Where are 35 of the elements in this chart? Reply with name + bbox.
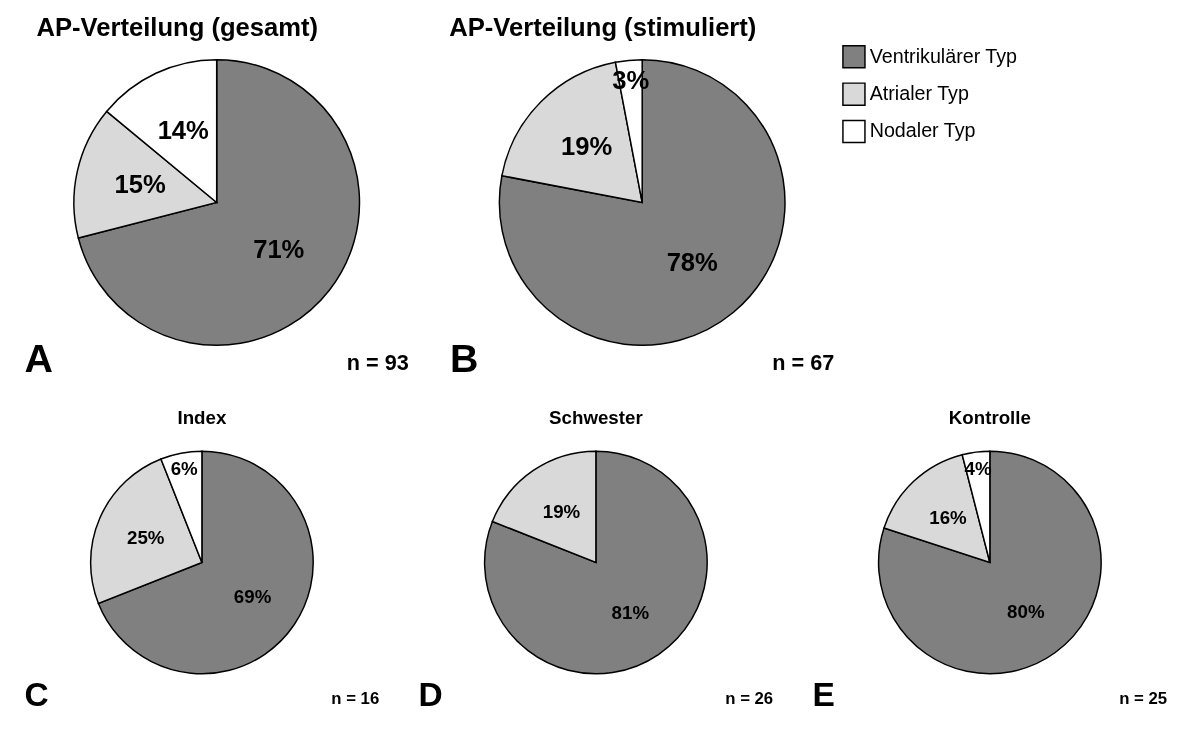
chart-title: Kontrolle	[948, 407, 1031, 429]
data-label: 80%	[1007, 600, 1045, 622]
chart-title: AP-Verteilung (stimuliert)	[449, 13, 757, 42]
pie-slice	[498, 58, 786, 346]
text: n = 67	[772, 349, 835, 375]
text: n = 16	[331, 688, 380, 708]
data-label: 15%	[114, 170, 166, 199]
text: D	[418, 675, 443, 713]
pie-slice	[483, 450, 708, 675]
data-label: 81%	[611, 602, 650, 623]
legend-label: Nodaler Typ	[869, 119, 976, 142]
text: A	[24, 335, 54, 380]
data-label: 78%	[666, 247, 719, 276]
pie-slice	[883, 453, 991, 564]
legend-label: Atrialer Typ	[869, 82, 969, 105]
data-label: 19%	[542, 500, 581, 522]
pie-slice	[878, 450, 1102, 675]
text: E	[812, 675, 835, 713]
text: C	[24, 675, 49, 713]
data-label: 69%	[233, 585, 272, 607]
data-label: 19%	[561, 131, 613, 160]
chart-title: Index	[177, 407, 227, 429]
text: n = 26	[725, 688, 774, 708]
pie-slice	[77, 58, 361, 346]
chart-title: Schwester	[549, 407, 643, 429]
legend-label: Ventrikulärer Typ	[869, 44, 1018, 67]
text: n = 93	[346, 349, 409, 375]
chart-title: AP-Verteilung (gesamt)	[36, 13, 319, 42]
data-label: 25%	[127, 527, 165, 549]
data-label: 6%	[170, 458, 199, 480]
data-label: 71%	[253, 235, 305, 264]
data-label: 14%	[157, 116, 210, 145]
data-label: 16%	[929, 506, 968, 528]
text: n = 25	[1119, 688, 1168, 708]
text: B	[450, 335, 479, 380]
